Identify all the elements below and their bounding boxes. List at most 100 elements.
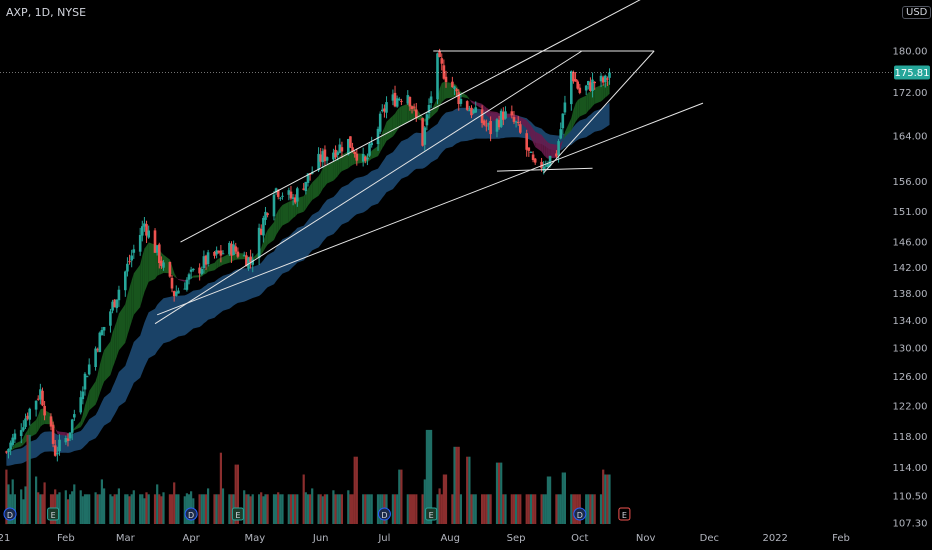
volume-bar — [425, 429, 428, 524]
volume-bar — [170, 494, 174, 524]
price-axis[interactable]: 180.00 172.00 164.00 156.00 151.00 146.00 142.… — [893, 47, 928, 530]
volume-bar — [277, 492, 280, 524]
trendline[interactable] — [154, 50, 583, 325]
trendlines[interactable] — [154, 0, 704, 325]
ribbon-fast-segment — [526, 120, 529, 134]
volume-bar — [71, 491, 74, 524]
candle-body — [317, 153, 320, 171]
earnings-marker-icon[interactable] — [47, 507, 60, 521]
ribbon-fast-segment — [252, 251, 260, 260]
candle-body — [480, 109, 484, 123]
volume-bar — [287, 494, 290, 524]
date-tick-label: Jun — [312, 533, 329, 544]
candle-body — [421, 118, 424, 146]
ribbon-fast-segment — [605, 81, 608, 98]
dividend-marker-icon[interactable] — [184, 507, 198, 521]
candle-body — [230, 243, 233, 256]
volume-bar — [160, 496, 163, 524]
ribbon-fast-segment — [290, 200, 294, 221]
volume-bar — [302, 474, 305, 524]
ribbon-fast-segment — [218, 257, 221, 268]
currency-badge[interactable]: USD — [902, 6, 932, 19]
trendline[interactable] — [543, 50, 655, 174]
candle-body — [338, 144, 342, 153]
candle-body — [570, 71, 573, 105]
earnings-marker-icon[interactable] — [425, 507, 438, 521]
volume-bar — [103, 488, 106, 524]
ribbon-fast-segment — [399, 106, 402, 128]
volume-bar — [540, 494, 543, 524]
volume-bar — [423, 479, 426, 524]
candle-body — [470, 107, 473, 116]
ribbon-fast-segment — [397, 107, 400, 131]
event-marker-label: E — [235, 511, 240, 520]
ribbon-fast-segment — [594, 85, 602, 104]
dividend-marker-icon[interactable] — [377, 507, 391, 521]
candle-body — [85, 376, 89, 378]
volume-bar — [353, 456, 356, 524]
volume-bar — [457, 446, 460, 524]
volume-bar — [258, 494, 261, 524]
volume-bar — [602, 469, 605, 525]
ribbon-fast-segment — [441, 82, 444, 103]
volume-bar — [427, 429, 431, 524]
volume-bar — [141, 494, 144, 524]
ribbon-fast-segment — [401, 103, 408, 126]
candle-body — [495, 119, 499, 132]
candle-body — [542, 166, 545, 171]
volume-bar — [585, 494, 588, 524]
candle-body — [504, 111, 507, 119]
candle-body — [497, 120, 501, 128]
candle-body — [427, 105, 431, 113]
ribbon-fast-segment — [356, 153, 364, 164]
dividend-marker-icon[interactable] — [573, 507, 587, 521]
ribbon-fast-segment — [38, 409, 41, 431]
earnings-marker-icon[interactable] — [231, 507, 244, 521]
trendline[interactable] — [180, 0, 691, 243]
ribbon-fast-segment — [543, 137, 546, 158]
ribbon-fast-segment — [339, 154, 342, 174]
volume-bar — [7, 484, 10, 524]
volume-bar — [542, 494, 545, 524]
price-tick-label: 126.00 — [893, 372, 928, 383]
candle-body — [172, 291, 176, 297]
volume-bar — [453, 446, 456, 524]
volume-bar — [264, 494, 267, 524]
candle-body — [215, 250, 218, 255]
candle-body — [162, 262, 165, 268]
time-axis[interactable]: 21 Feb Mar Apr May Jun Jul Aug Sep Oct Nov Dec 2022 F… — [0, 533, 850, 544]
earnings-marker-icon[interactable] — [618, 507, 631, 521]
ribbon-fast-segment — [297, 196, 304, 214]
event-marker-label: E — [51, 511, 56, 520]
ribbon-fast-segment — [333, 160, 336, 181]
volume-bar — [22, 499, 25, 525]
candle-body — [49, 416, 53, 427]
candle-body — [274, 188, 278, 193]
volume-bar — [292, 494, 295, 524]
volume-bar — [481, 494, 484, 524]
trendline[interactable] — [496, 167, 593, 172]
candle-body — [132, 249, 136, 253]
candle-body — [489, 121, 492, 135]
candle-body — [436, 53, 439, 100]
volume-bar — [281, 494, 284, 524]
candle-body — [457, 92, 460, 104]
volume-bar — [436, 494, 439, 524]
trendline[interactable] — [156, 102, 704, 316]
candle-body — [281, 195, 284, 197]
candle-body — [221, 253, 225, 255]
volume-bar — [366, 494, 369, 524]
candle-body — [370, 142, 373, 146]
ribbon-fast-segment — [384, 121, 387, 145]
ribbon-slow — [6, 102, 610, 466]
volume-bar — [332, 490, 335, 524]
candle-body — [459, 99, 463, 104]
volume-bar — [128, 496, 131, 524]
ribbon-fast-segment — [573, 103, 576, 127]
dividend-marker-icon[interactable] — [3, 507, 17, 521]
ribbon-fast-segment — [127, 287, 130, 336]
ribbon-fast-segment — [407, 103, 410, 123]
volume-bar — [555, 494, 558, 524]
